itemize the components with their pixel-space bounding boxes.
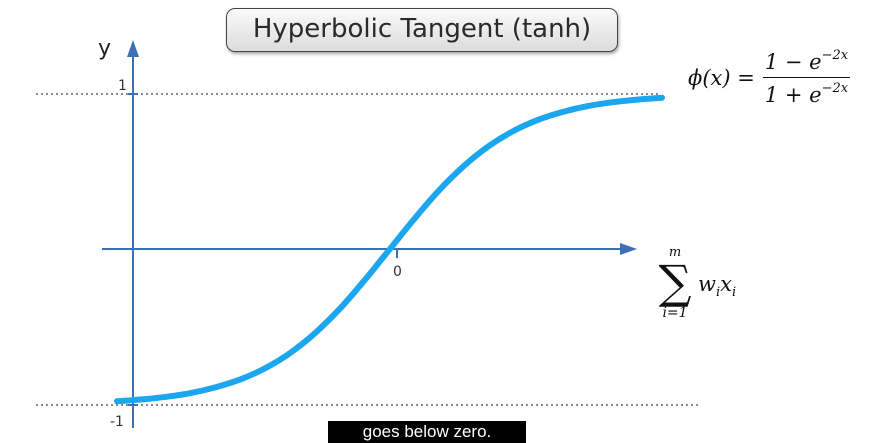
y-tick-label-minus-1: -1 [110,414,124,430]
formula-denominator-exponent: −2x [821,81,849,96]
formula-denominator: 1 + e−2x [763,78,850,107]
data-point-7 [288,351,292,355]
data-point-18 [561,110,565,114]
summation: m ∑ i=1 [654,246,696,322]
x-tick-label-0: 0 [393,264,402,280]
data-point-16 [511,129,515,133]
formula-lhs: ϕ(x) = [688,65,755,90]
data-point-5 [239,377,243,381]
data-point-4 [214,385,218,389]
summation-symbol: ∑ [658,255,692,309]
data-point-14 [462,164,466,168]
x-axis-expression: m ∑ i=1 wixi [654,246,737,322]
formula-denominator-base: 1 + e [764,83,822,107]
tanh-formula: ϕ(x) = 1 − e−2x 1 + e−2x [688,48,851,107]
formula-numerator-base: 1 − e [764,50,822,74]
formula-fraction: 1 − e−2x 1 + e−2x [762,48,851,107]
data-point-8 [313,331,317,335]
y-axis-arrowhead [127,40,139,57]
chart-title: Hyperbolic Tangent (tanh) [226,8,618,52]
data-point-1 [140,397,144,401]
summation-term: wixi [698,272,736,300]
data-point-3 [189,391,193,395]
data-point-6 [264,366,268,370]
term-w-subscript: i [715,285,721,301]
video-caption: goes below zero. [328,421,526,443]
term-x-subscript: i [732,285,737,301]
y-tick-label-1: 1 [118,78,127,94]
data-point-19 [586,104,590,108]
data-point-21 [635,98,639,102]
tanh-curve [114,94,665,405]
data-point-10 [363,278,367,282]
data-point-0 [115,399,119,403]
data-point-9 [338,307,342,311]
formula-numerator: 1 − e−2x [762,48,851,78]
term-x: x [720,271,732,296]
data-point-20 [611,100,615,104]
x-axis-arrowhead [620,243,637,255]
summation-lower-limit: i=1 [662,305,688,321]
formula-numerator-exponent: −2x [821,48,849,63]
data-point-12 [412,217,416,221]
data-point-11 [388,248,392,252]
data-point-22 [660,96,664,100]
data-point-15 [487,144,491,148]
data-point-13 [437,188,441,192]
term-w: w [698,271,716,296]
y-axis-label: y [98,36,111,61]
data-point-2 [165,395,169,399]
data-point-17 [536,118,540,122]
summation-upper-limit: m [668,245,682,260]
